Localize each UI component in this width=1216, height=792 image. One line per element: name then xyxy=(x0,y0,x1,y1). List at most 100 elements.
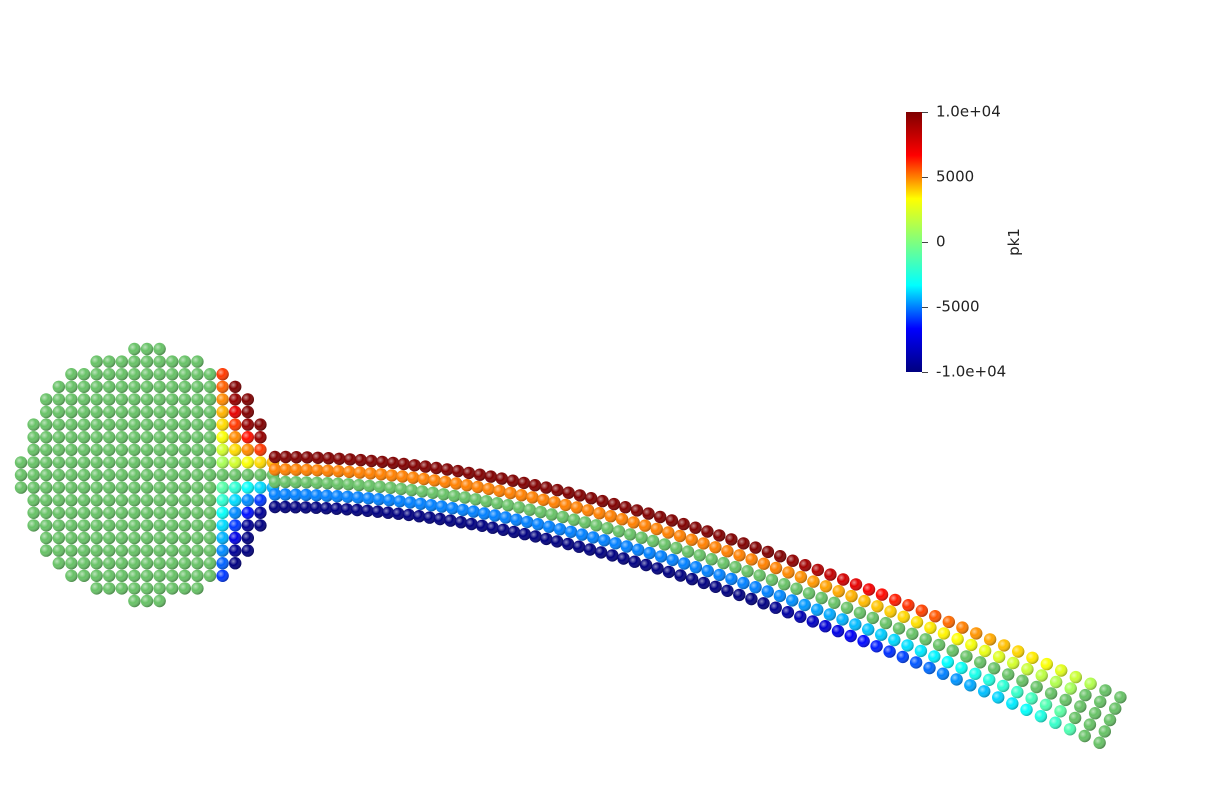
particle-shading xyxy=(1109,702,1122,715)
particle-shading xyxy=(978,644,992,658)
particle-shading xyxy=(241,443,254,456)
particle-shading xyxy=(77,368,91,381)
particle-shading xyxy=(581,504,595,517)
particle-shading xyxy=(689,561,703,574)
particle-shading xyxy=(115,418,128,431)
particle-shading xyxy=(604,510,617,523)
particle-shading xyxy=(506,474,520,487)
particle-shading xyxy=(115,456,128,469)
particle-shading xyxy=(241,481,254,494)
particle-shading xyxy=(419,460,432,473)
particle-shading xyxy=(27,418,40,431)
particle-shading xyxy=(666,553,679,567)
particle-shading xyxy=(40,519,53,532)
particle-shading xyxy=(965,638,978,652)
particle-shading xyxy=(52,443,65,456)
particle-shading xyxy=(321,477,334,490)
particle-shading xyxy=(27,519,40,532)
particle-shading xyxy=(960,650,973,663)
particle-shading xyxy=(166,531,179,545)
particle-shading xyxy=(128,418,141,431)
particle-shading xyxy=(115,393,128,406)
particle-shading xyxy=(140,380,154,393)
particle-shading xyxy=(191,418,204,431)
particle-shading xyxy=(871,600,884,613)
colorbar-tick xyxy=(922,307,928,308)
particle-shading xyxy=(299,501,312,514)
particle-shading xyxy=(915,604,928,617)
particle-shading xyxy=(970,627,983,640)
particle-shading xyxy=(862,623,875,636)
particle-shading xyxy=(1099,684,1112,697)
particle-shading xyxy=(478,507,491,520)
colorbar-label: 5000 xyxy=(936,167,975,186)
particle-shading xyxy=(65,544,78,557)
particle-shading xyxy=(166,393,179,406)
particle-shading xyxy=(229,506,242,519)
particle-shading xyxy=(433,512,447,526)
particle-shading xyxy=(889,593,902,607)
particle-shading xyxy=(128,393,141,406)
particle-shading xyxy=(1039,698,1053,711)
particle-shading xyxy=(665,514,679,527)
particle-shading xyxy=(40,481,53,494)
particle-shading xyxy=(819,620,832,633)
particle-shading xyxy=(229,481,242,494)
particle-shading xyxy=(628,555,641,568)
particle-shading xyxy=(241,418,254,431)
particle-shading xyxy=(897,610,910,623)
particle-shading xyxy=(639,558,653,572)
particle-shading xyxy=(216,506,229,519)
particle-shading xyxy=(823,608,836,621)
particle-shading xyxy=(309,501,323,514)
particle-shading xyxy=(77,506,91,519)
particle-shading xyxy=(77,544,91,557)
particle-shading xyxy=(52,481,65,494)
particle-shading xyxy=(268,488,282,501)
particle-shading xyxy=(737,576,750,590)
particle-shading xyxy=(394,482,408,496)
particle-shading xyxy=(229,393,242,406)
particle-shading xyxy=(596,494,609,508)
colorbar-tick xyxy=(922,177,928,178)
particle-shading xyxy=(937,627,951,640)
particle-shading xyxy=(40,468,53,482)
particle-shading xyxy=(548,496,561,509)
particle-shading xyxy=(229,557,242,570)
particle-shading xyxy=(673,529,687,543)
colorbar-tick xyxy=(922,372,928,373)
particle-shading xyxy=(987,662,1001,675)
particle-shading xyxy=(713,529,726,542)
particle-shading xyxy=(27,494,40,507)
particle-shading xyxy=(216,519,229,532)
particle-shading xyxy=(115,431,128,444)
particle-shading xyxy=(819,580,833,593)
particle-shading xyxy=(870,640,883,653)
particle-shading xyxy=(153,456,166,469)
particle-shading xyxy=(153,342,166,356)
particle-shading xyxy=(90,393,103,406)
particle-shading xyxy=(782,566,795,579)
particle-shading xyxy=(510,513,523,526)
particle-shading xyxy=(103,531,116,545)
particle-shading xyxy=(27,431,40,444)
particle-shading xyxy=(587,531,600,544)
particle-shading xyxy=(241,506,254,519)
particle-shading xyxy=(467,505,480,518)
particle-shading xyxy=(769,601,782,614)
particle-shading xyxy=(1079,688,1092,702)
particle-shading xyxy=(983,633,997,646)
particle-shading xyxy=(364,467,377,480)
particle-shading xyxy=(229,431,242,444)
particle-shading xyxy=(90,405,103,419)
particle-shading xyxy=(178,405,191,419)
particle-shading xyxy=(385,469,398,482)
particle-shading xyxy=(840,601,854,614)
particle-shading xyxy=(1011,685,1024,699)
particle-shading xyxy=(542,520,556,533)
particle-shading xyxy=(624,528,637,541)
particle-shading xyxy=(484,470,498,483)
particle-shading xyxy=(77,380,91,393)
particle-shading xyxy=(650,522,663,536)
